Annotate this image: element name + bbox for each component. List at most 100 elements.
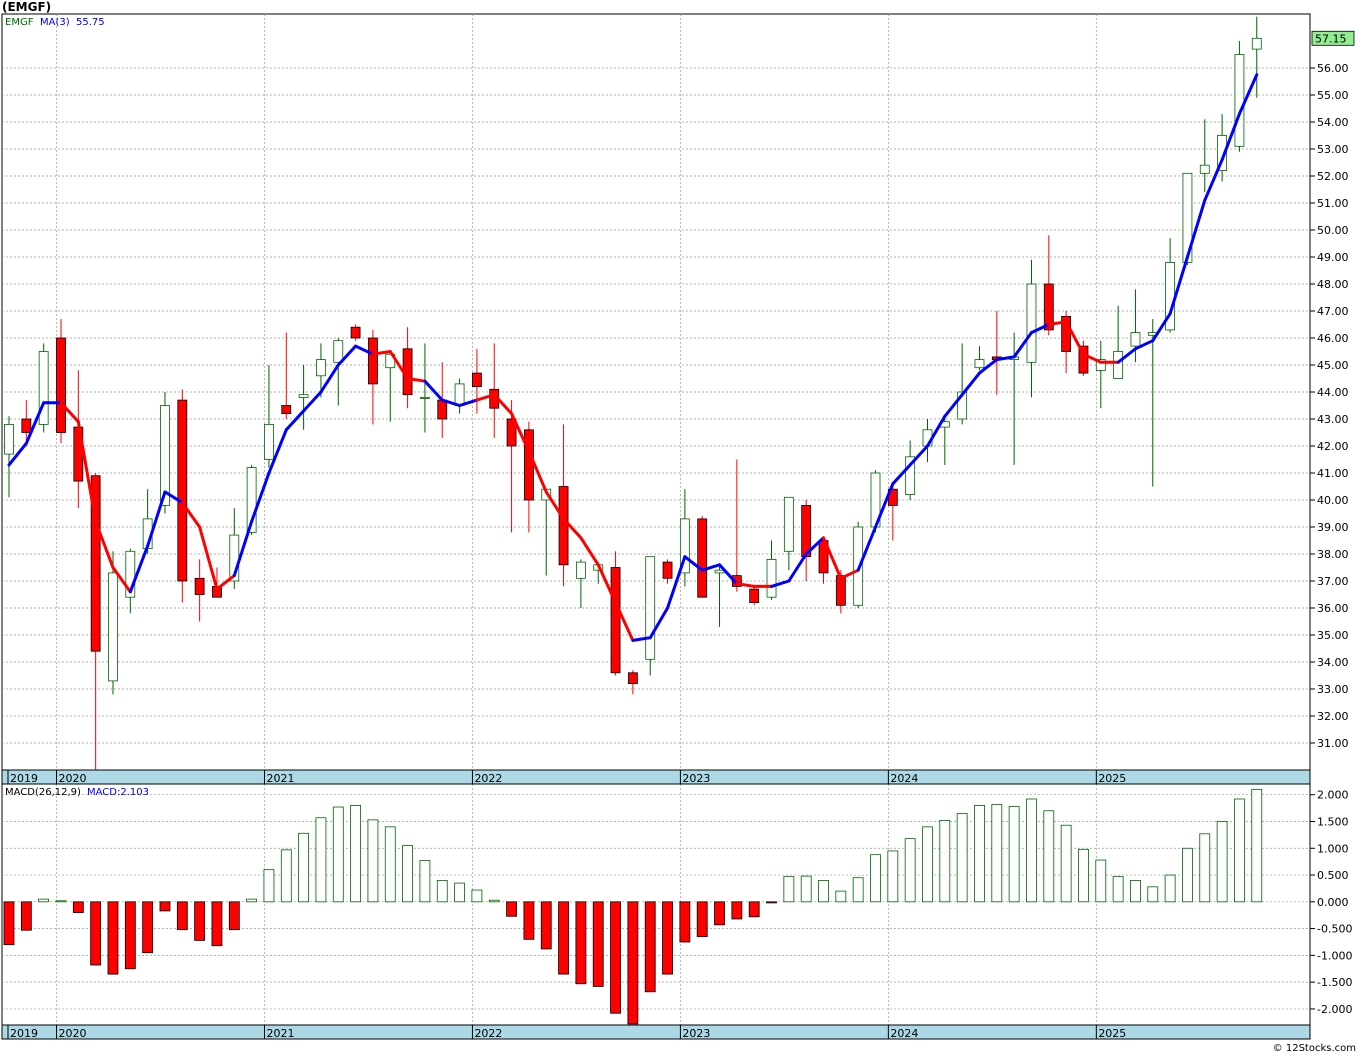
- ma-line-segment: [267, 428, 288, 475]
- candle-body: [1130, 332, 1141, 347]
- macd-bar: [1112, 876, 1124, 903]
- price-tick-label: 45.00: [1317, 359, 1349, 372]
- ma-line-segment: [977, 358, 999, 375]
- macd-bar: [662, 901, 673, 975]
- date-axis-label: 2019: [10, 772, 38, 785]
- ma-line-segment: [700, 563, 722, 572]
- price-tick-label: 44.00: [1317, 386, 1349, 399]
- candle-body: [905, 456, 916, 495]
- site-credit: © 12Stocks.com: [1272, 1043, 1356, 1054]
- macd-bar: [194, 901, 206, 941]
- last-price-tag: [1311, 30, 1355, 46]
- candle-body: [177, 399, 188, 582]
- candle-body: [783, 496, 794, 552]
- macd-bar: [90, 901, 102, 966]
- macd-bar: [939, 820, 951, 903]
- macd-bar: [627, 901, 639, 1025]
- macd-bar: [1026, 798, 1037, 903]
- ma-line-segment: [284, 409, 306, 432]
- price-tick-label: 49.00: [1317, 251, 1349, 264]
- macd-bar: [402, 845, 413, 903]
- ma-line-segment: [874, 482, 895, 529]
- price-tick-label: 33.00: [1317, 683, 1349, 696]
- candle-body: [1043, 283, 1054, 331]
- macd-tick-label: 1.000: [1317, 842, 1349, 855]
- macd-bar: [1060, 824, 1072, 903]
- macd-bar: [315, 817, 327, 903]
- macd-bar: [298, 832, 310, 903]
- macd-bar: [211, 901, 223, 947]
- macd-bar: [384, 826, 396, 903]
- macd-bar: [1234, 798, 1245, 903]
- ma-line-segment: [7, 441, 28, 467]
- ma-line-segment: [354, 344, 375, 356]
- candle-body: [679, 518, 690, 574]
- ma-line-segment: [146, 490, 167, 548]
- price-tick-label: 54.00: [1317, 116, 1349, 129]
- ma-line-segment: [614, 601, 635, 642]
- ma-line-segment: [510, 412, 531, 453]
- ma-line-segment: [544, 490, 566, 521]
- candle-body: [246, 467, 257, 533]
- last-price-label: 57.15: [1315, 32, 1347, 45]
- macd-bar: [38, 898, 50, 903]
- price-tick-label: 41.00: [1317, 467, 1349, 480]
- candle-body: [662, 561, 673, 579]
- price-tick-label: 39.00: [1317, 521, 1349, 534]
- ma-line-segment: [1029, 323, 1051, 335]
- macd-bar: [72, 901, 84, 913]
- macd-bar: [263, 869, 275, 903]
- macd-bar: [870, 854, 881, 903]
- macd-bar: [1130, 880, 1141, 903]
- ma-line-segment: [1047, 320, 1068, 326]
- candle-body: [125, 550, 136, 598]
- date-axis-label: 2020: [59, 1027, 87, 1040]
- macd-bar: [159, 901, 171, 912]
- ma-line-segment: [839, 568, 860, 580]
- macd-bar: [1008, 806, 1020, 903]
- ma-line-segment: [198, 525, 219, 591]
- ma-line-segment: [440, 398, 462, 407]
- candle-body: [21, 418, 32, 433]
- ma-line-segment: [319, 363, 340, 394]
- macd-bar: [454, 882, 465, 903]
- ma-line-segment: [250, 471, 271, 524]
- ma-line-segment: [111, 566, 132, 594]
- candle-body: [506, 418, 517, 447]
- macd-bar: [419, 860, 431, 903]
- candle-body: [56, 337, 66, 433]
- price-tick-label: 43.00: [1317, 413, 1349, 426]
- candle-body: [575, 561, 586, 579]
- ma-line-segment: [683, 555, 704, 572]
- ma-line-segment: [1168, 255, 1189, 316]
- candle-body: [4, 423, 14, 455]
- macd-tick-label: 2.000: [1317, 789, 1349, 802]
- macd-bar: [922, 826, 933, 903]
- macd-tick-label: -1.500: [1317, 976, 1352, 989]
- ma-line-segment: [527, 449, 548, 494]
- macd-bar: [1078, 848, 1089, 903]
- macd-bar: [124, 901, 136, 970]
- price-legend-symbol: EMGF: [5, 17, 34, 28]
- ma-line-segment: [891, 463, 912, 486]
- ma-line-segment: [475, 393, 496, 402]
- macd-bar: [748, 901, 760, 918]
- ma-line-segment: [596, 563, 618, 605]
- price-legend-ma-label: MA(3): [40, 17, 70, 28]
- candle-body: [697, 518, 708, 598]
- ma-line-segment: [1064, 320, 1085, 356]
- candle-body: [1113, 351, 1124, 379]
- candle-body: [472, 372, 482, 388]
- macd-tick-label: 0.500: [1317, 869, 1349, 882]
- macd-bar: [55, 900, 67, 903]
- candle-body: [627, 672, 638, 684]
- ma-line-segment: [1237, 73, 1259, 116]
- macd-bar: [20, 901, 32, 931]
- ma-line-segment: [24, 401, 46, 445]
- candle-body: [524, 429, 534, 501]
- date-axis-band: [1, 769, 1311, 785]
- macd-bar: [1147, 886, 1159, 903]
- candle-body: [108, 572, 118, 682]
- price-tick-label: 31.00: [1317, 737, 1349, 750]
